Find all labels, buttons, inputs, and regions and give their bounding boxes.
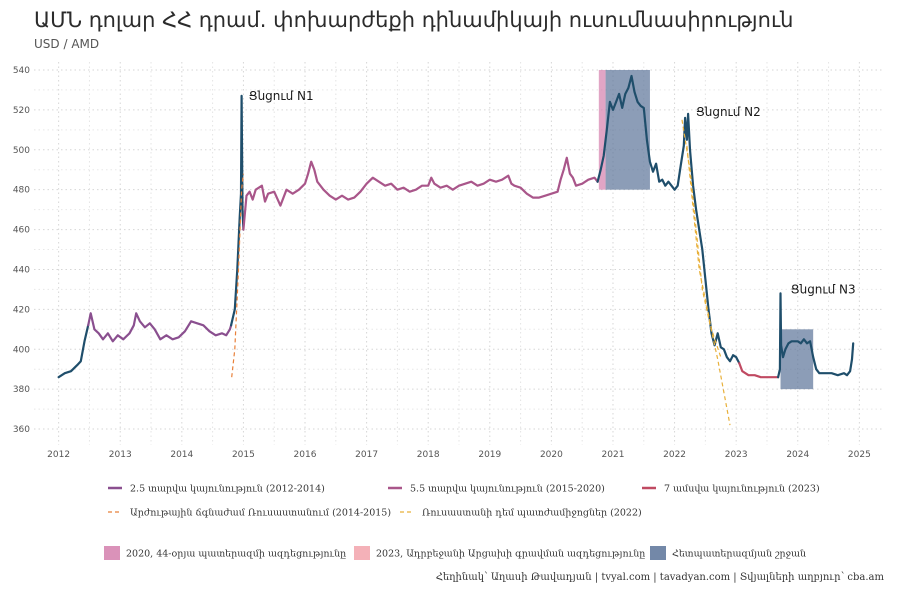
y-tick-label: 500 (13, 146, 30, 156)
x-tick-label: 2024 (786, 450, 809, 460)
legend-swatch-box (650, 546, 666, 560)
legend-label: 7 ամսվա կայունություն (2023) (664, 484, 820, 495)
y-tick-label: 540 (13, 66, 30, 76)
shock-annotation: Ցնցում N1 (249, 89, 314, 103)
series-line (230, 94, 245, 327)
legend-label: Ռուսաստանի դեմ պատժամիջոցներ (2022) (422, 508, 642, 519)
legend-item: Հետպատերազմյան շրջան (650, 546, 806, 560)
x-tick-label: 2015 (232, 450, 255, 460)
legend-label: 2.5 տարվա կայունություն (2012-2014) (130, 484, 325, 495)
legend-swatch-box (354, 546, 370, 560)
legend-label: Հետպատերազմյան շրջան (672, 549, 806, 560)
shock-annotation: Ցնցում N2 (696, 105, 761, 119)
legend-label: Արժութային ճգնաժամ Ռուսաստանում (2014-20… (130, 508, 391, 519)
series-line (777, 292, 855, 379)
x-tick-label: 2018 (417, 450, 440, 460)
x-tick-label: 2017 (355, 450, 378, 460)
y-tick-label: 380 (13, 385, 30, 395)
series-line (738, 362, 780, 379)
y-tick-label: 400 (13, 345, 30, 355)
legend-label: 5.5 տարվա կայունություն (2015-2020) (410, 484, 605, 495)
page-title: ԱՄՆ դոլար ՀՀ դրամ. փոխարժեքի դինամիկայի … (34, 8, 794, 32)
legend-swatch-box (104, 546, 120, 560)
shock-annotation: Ցնցում N3 (791, 282, 856, 296)
legend-item: 5.5 տարվա կայունություն (2015-2020) (388, 484, 605, 495)
series-line (57, 324, 90, 379)
x-tick-label: 2021 (602, 450, 625, 460)
highlight-region (598, 69, 606, 190)
dashed-trend-line (681, 119, 731, 426)
x-tick-label: 2025 (848, 450, 871, 460)
x-tick-label: 2023 (725, 450, 748, 460)
x-tick-label: 2019 (478, 450, 501, 460)
legend-label: 2020, 44-օրյա պատերազմի ազդեցությունը (126, 549, 346, 560)
legend-item: 7 ամսվա կայունություն (2023) (642, 484, 820, 495)
series-line (596, 74, 741, 365)
y-tick-label: 480 (13, 186, 30, 196)
series-line (242, 156, 599, 231)
y-tick-label: 520 (13, 106, 30, 116)
legend-item: 2023, Ադրբեջանի Արցախի գրավման ազդեցությ… (354, 546, 645, 560)
dashed-trend-line (686, 145, 722, 358)
highlight-region (780, 329, 814, 390)
x-tick-label: 2022 (663, 450, 686, 460)
grid (34, 62, 884, 445)
legend-item: 2020, 44-օրյա պատերազմի ազդեցությունը (104, 546, 346, 560)
series-line (87, 312, 233, 343)
y-tick-label: 360 (13, 425, 30, 435)
source-caption: Հեղինակ՝ Աղասի Թավադյան | tvyal.com | ta… (435, 572, 884, 583)
page-subtitle: USD / AMD (34, 37, 100, 51)
y-tick-label: 460 (13, 226, 30, 236)
x-tick-label: 2013 (109, 450, 132, 460)
x-tick-label: 2020 (540, 450, 563, 460)
y-tick-label: 440 (13, 265, 30, 275)
legend-item: Արժութային ճգնաժամ Ռուսաստանում (2014-20… (108, 508, 391, 519)
dashed-trend-line (231, 173, 244, 378)
y-tick-label: 420 (13, 305, 30, 315)
x-tick-label: 2012 (47, 450, 70, 460)
legend-label: 2023, Ադրբեջանի Արցախի գրավման ազդեցությ… (376, 549, 645, 560)
legend-item: 2.5 տարվա կայունություն (2012-2014) (108, 484, 325, 495)
x-tick-label: 2014 (170, 450, 193, 460)
x-tick-label: 2016 (294, 450, 317, 460)
legend-item: Ռուսաստանի դեմ պատժամիջոցներ (2022) (400, 508, 642, 519)
